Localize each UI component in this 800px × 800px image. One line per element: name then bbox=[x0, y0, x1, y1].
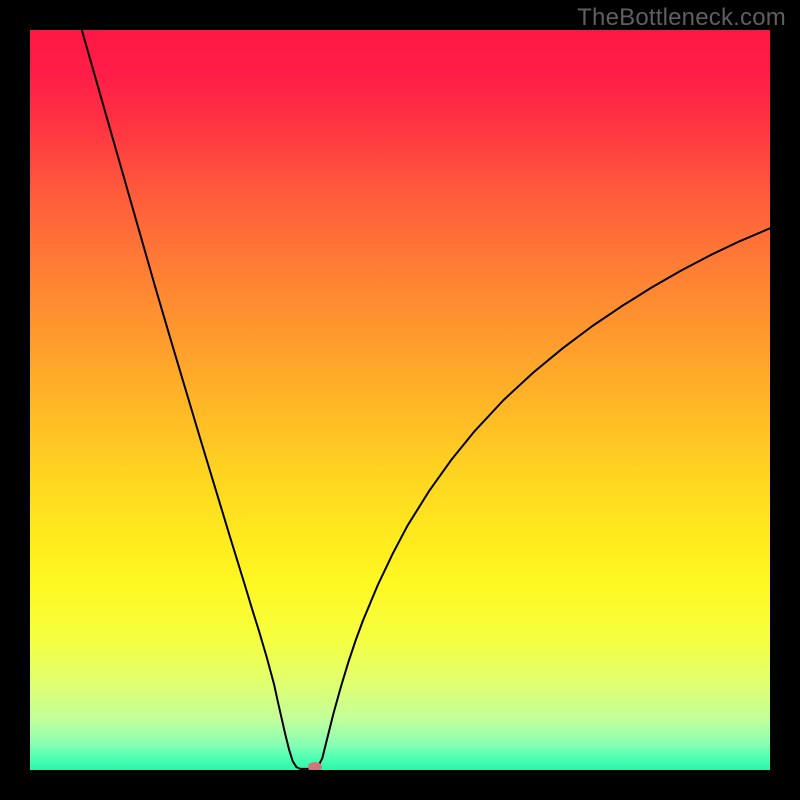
chart-background bbox=[30, 30, 770, 770]
chart-frame: TheBottleneck.com line bbox=[0, 0, 800, 800]
chart-svg bbox=[30, 30, 770, 770]
watermark-text: TheBottleneck.com bbox=[577, 4, 786, 32]
plot-area bbox=[30, 30, 770, 770]
